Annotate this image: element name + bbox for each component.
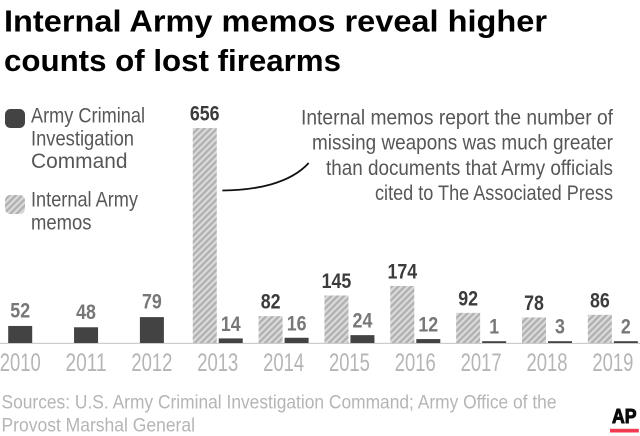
svg-text:2010: 2010	[0, 349, 41, 377]
svg-text:79: 79	[142, 291, 162, 314]
svg-text:92: 92	[458, 287, 478, 310]
svg-text:2017: 2017	[461, 349, 502, 377]
svg-text:2019: 2019	[592, 349, 633, 377]
svg-text:Command: Command	[31, 150, 128, 173]
svg-text:2014: 2014	[263, 349, 304, 377]
svg-text:145: 145	[322, 270, 352, 293]
svg-text:memos: memos	[31, 212, 92, 235]
svg-text:2016: 2016	[395, 349, 436, 377]
svg-text:48: 48	[76, 301, 96, 324]
svg-text:1: 1	[489, 316, 499, 339]
svg-text:2: 2	[621, 316, 631, 339]
svg-text:86: 86	[590, 289, 610, 312]
svg-text:174: 174	[387, 260, 417, 283]
svg-text:than documents that Army offic: than documents that Army officials	[326, 157, 613, 180]
svg-text:Provost Marshal General: Provost Marshal General	[2, 415, 196, 436]
svg-text:missing weapons was much great: missing weapons was much greater	[312, 132, 613, 155]
svg-text:24: 24	[353, 310, 373, 333]
svg-text:2012: 2012	[131, 349, 172, 377]
svg-text:2018: 2018	[527, 349, 568, 377]
svg-text:Internal memos report the numb: Internal memos report the number of	[301, 107, 613, 130]
svg-text:16: 16	[287, 312, 307, 335]
svg-text:656: 656	[190, 103, 220, 126]
svg-text:3: 3	[555, 316, 565, 339]
svg-text:Investigation: Investigation	[31, 128, 134, 151]
svg-text:Army Criminal: Army Criminal	[31, 105, 145, 128]
svg-text:2011: 2011	[66, 349, 107, 377]
svg-text:counts of lost firearms: counts of lost firearms	[4, 43, 341, 78]
svg-text:cited to The Associated Press: cited to The Associated Press	[375, 182, 613, 205]
svg-text:Sources: U.S. Army Criminal In: Sources: U.S. Army Criminal Investigatio…	[2, 391, 557, 413]
svg-text:12: 12	[418, 314, 438, 337]
svg-text:2013: 2013	[197, 349, 238, 377]
svg-text:AP: AP	[612, 405, 637, 428]
svg-text:Internal Army: Internal Army	[31, 188, 138, 211]
svg-text:2015: 2015	[329, 349, 370, 377]
svg-text:78: 78	[524, 292, 544, 315]
svg-text:52: 52	[10, 299, 30, 322]
svg-text:14: 14	[221, 313, 241, 336]
svg-text:Internal Army memos reveal hig: Internal Army memos reveal higher	[4, 3, 547, 38]
svg-text:82: 82	[261, 291, 281, 314]
